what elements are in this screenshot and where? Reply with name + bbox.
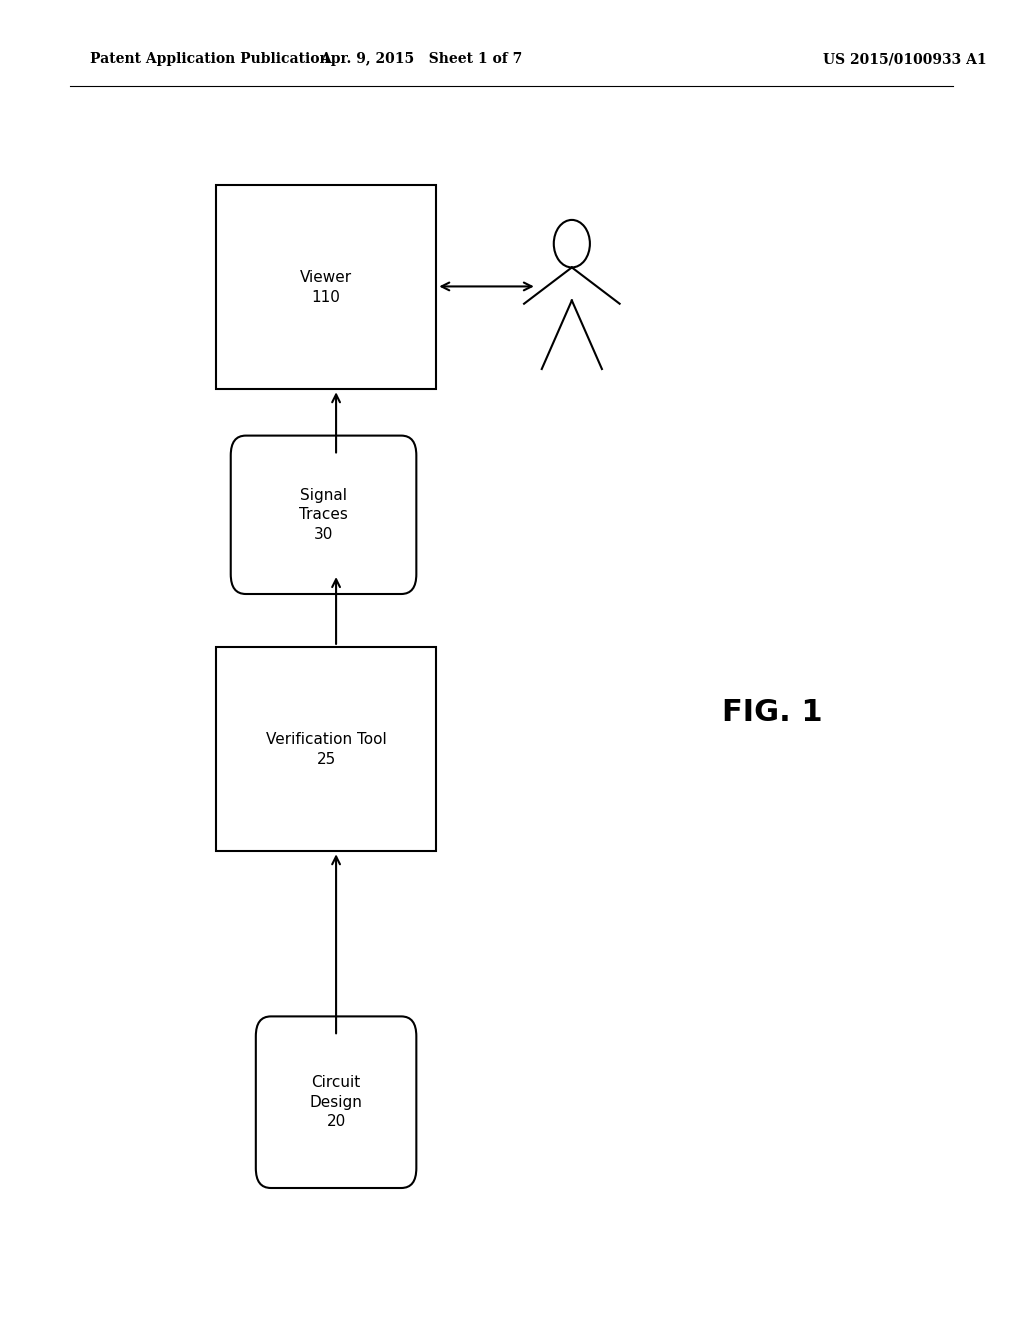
Text: FIG. 1: FIG. 1 <box>722 698 823 727</box>
FancyBboxPatch shape <box>216 185 436 389</box>
Text: Patent Application Publication: Patent Application Publication <box>90 53 330 66</box>
FancyBboxPatch shape <box>216 647 436 851</box>
Text: Verification Tool
25: Verification Tool 25 <box>265 731 386 767</box>
Text: Apr. 9, 2015   Sheet 1 of 7: Apr. 9, 2015 Sheet 1 of 7 <box>321 53 522 66</box>
Text: Viewer
110: Viewer 110 <box>300 269 352 305</box>
Circle shape <box>554 220 590 268</box>
Text: US 2015/0100933 A1: US 2015/0100933 A1 <box>822 53 986 66</box>
Text: Signal
Traces
30: Signal Traces 30 <box>299 487 348 543</box>
FancyBboxPatch shape <box>230 436 417 594</box>
FancyBboxPatch shape <box>256 1016 417 1188</box>
Text: Circuit
Design
20: Circuit Design 20 <box>309 1074 362 1130</box>
